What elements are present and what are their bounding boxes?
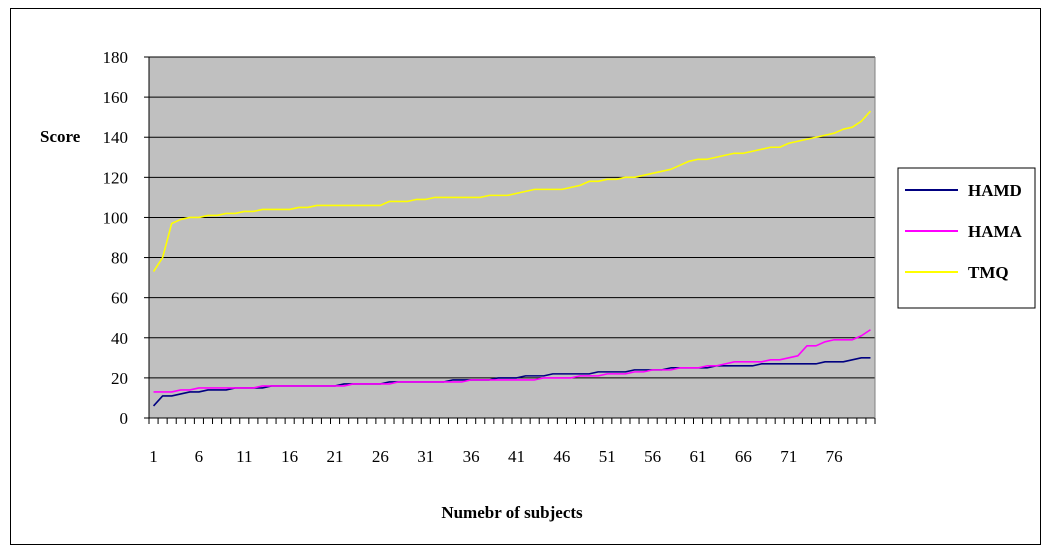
y-tick-label: 80: [111, 249, 128, 268]
y-tick-label: 180: [103, 48, 129, 67]
y-tick-label: 160: [103, 88, 129, 107]
legend: HAMD HAMA TMQ: [897, 167, 1036, 309]
x-tick-label: 61: [690, 447, 707, 466]
x-tick-label: 31: [417, 447, 434, 466]
y-tick-label: 40: [111, 329, 128, 348]
x-tick-label: 56: [644, 447, 661, 466]
y-axis-title: Score: [40, 127, 81, 146]
x-tick-label: 11: [236, 447, 252, 466]
y-tick-label: 0: [120, 409, 129, 428]
series-line-hama: [153, 329, 871, 393]
y-tick-label: 100: [103, 208, 129, 227]
gridlines: [149, 56, 875, 379]
legend-box: [897, 167, 1036, 309]
series-lines: [152, 110, 872, 407]
y-axis-ticks: 0 20 40 60 80 100 120 140 160 180: [103, 48, 149, 428]
x-tick-label: 1: [149, 447, 158, 466]
legend-label-hamd: HAMD: [968, 181, 1022, 200]
x-tick-label: 76: [826, 447, 843, 466]
legend-label-hama: HAMA: [968, 222, 1023, 241]
series-line-tmq: [152, 110, 872, 273]
legend-label-tmq: TMQ: [968, 263, 1009, 282]
x-tick-label: 6: [195, 447, 204, 466]
x-axis-title: Numebr of subjects: [441, 503, 583, 522]
y-tick-label: 140: [103, 128, 129, 147]
y-tick-label: 20: [111, 369, 128, 388]
x-tick-label: 26: [372, 447, 389, 466]
x-tick-label: 16: [281, 447, 298, 466]
x-tick-label: 21: [327, 447, 344, 466]
x-tick-label: 46: [553, 447, 570, 466]
y-tick-label: 120: [103, 168, 129, 187]
x-tick-label: 41: [508, 447, 525, 466]
x-tick-label: 36: [463, 447, 480, 466]
plot-area: [149, 57, 875, 418]
y-tick-label: 60: [111, 289, 128, 308]
x-tick-label: 66: [735, 447, 752, 466]
x-axis-ticks: 1 6 11 16 21 26 31 36 41 46 51 56 61 66 71 76: [148, 418, 876, 466]
x-tick-label: 71: [780, 447, 797, 466]
x-tick-label: 51: [599, 447, 616, 466]
